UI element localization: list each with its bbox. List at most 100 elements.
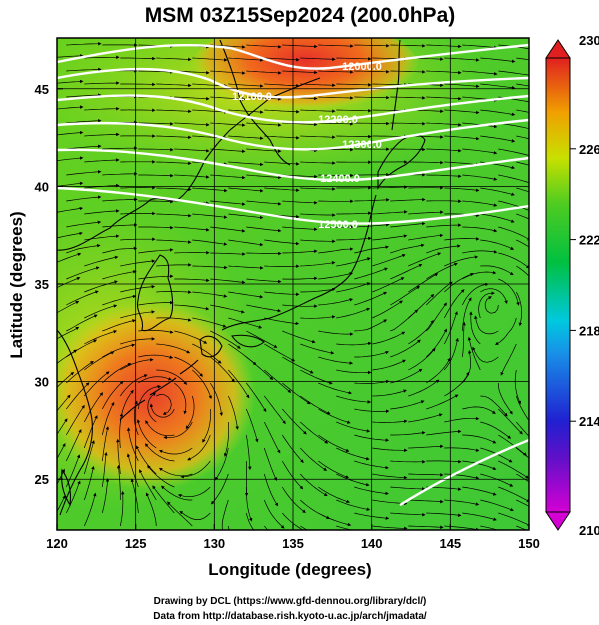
wind-streamline	[372, 300, 403, 319]
wind-streamline	[66, 119, 102, 124]
wind-streamline	[426, 328, 447, 358]
wind-streamline	[516, 213, 529, 220]
wind-streamline	[498, 486, 529, 503]
height-contour-line	[57, 43, 529, 70]
wind-streamline	[318, 96, 354, 100]
wind-streamline	[120, 82, 156, 87]
wind-streamline	[426, 122, 462, 127]
wind-streamline	[138, 173, 174, 178]
wind-streamline	[372, 389, 407, 397]
wind-streamline	[336, 282, 371, 293]
wind-streamline	[246, 382, 267, 413]
wind-streamline	[354, 350, 390, 358]
wind-streamline	[300, 447, 328, 471]
wind-streamline	[462, 270, 497, 280]
wind-streamline	[245, 434, 252, 471]
wind-streamline	[156, 135, 192, 140]
wind-streamline	[318, 173, 354, 178]
wind-streamline	[246, 356, 274, 380]
wind-streamline	[480, 187, 515, 196]
wind-streamline	[246, 330, 278, 348]
wind-streamline	[156, 290, 192, 294]
y-tick-label: 25	[35, 472, 49, 487]
wind-streamline	[66, 220, 102, 228]
coastline-china-coast	[57, 77, 321, 251]
wind-streamline	[102, 270, 137, 280]
wind-streamline	[192, 187, 228, 193]
wind-streamline	[210, 278, 246, 284]
coastline-japan-shikoku	[231, 334, 265, 348]
wind-streamline	[354, 486, 389, 496]
wind-streamline	[138, 300, 174, 306]
wind-streamline	[144, 443, 175, 462]
colorbar: 210 214 218 222 226 230	[545, 33, 599, 538]
wind-streamline	[83, 392, 104, 423]
wind-streamline	[426, 244, 461, 254]
x-axis-ticks: 120 125 130 135 140 145 150	[46, 524, 540, 551]
wind-streamline	[245, 486, 253, 522]
wind-streamline	[263, 421, 281, 454]
wind-streamline	[57, 394, 71, 412]
wind-streamline	[228, 291, 264, 299]
wind-streamline	[264, 135, 300, 140]
wind-streamline	[408, 413, 443, 423]
wind-streamline	[354, 95, 390, 100]
wind-streamline	[318, 486, 350, 504]
wind-streamline	[336, 57, 372, 61]
wind-streamline	[66, 144, 102, 150]
wind-streamline	[65, 480, 81, 514]
wind-streamline	[120, 337, 156, 345]
height-contour-line	[57, 148, 529, 182]
wind-streamline	[372, 254, 406, 267]
wind-streamline	[408, 525, 444, 529]
wind-streamline	[354, 408, 390, 413]
wind-streamline	[101, 380, 124, 410]
wind-streamline	[444, 447, 480, 452]
wind-streamline	[480, 499, 514, 512]
wind-streamline	[534, 357, 538, 390]
wind-streamline	[246, 44, 282, 49]
colorbar-tick-label: 230	[579, 33, 599, 48]
wind-streamline	[282, 434, 304, 463]
wind-streamline	[133, 400, 139, 436]
wind-streamline	[372, 419, 408, 424]
wind-streamline	[102, 146, 138, 150]
wind-streamline	[336, 341, 372, 346]
wind-streamline	[408, 499, 444, 504]
wind-streamline	[408, 319, 434, 345]
wind-streamline	[83, 415, 98, 449]
wind-streamline	[84, 106, 120, 111]
wind-streamline	[480, 239, 515, 250]
wind-streamline	[264, 317, 300, 326]
wind-streamline	[462, 486, 497, 496]
wind-streamline	[354, 121, 390, 126]
wind-streamline	[390, 197, 426, 202]
lat-lon-grid	[57, 38, 529, 530]
wind-streamline	[126, 453, 139, 488]
wind-streamline	[390, 44, 426, 48]
wind-streamline	[516, 83, 529, 87]
wind-streamline	[263, 499, 285, 529]
wind-streamline	[174, 382, 187, 415]
x-tick-label: 125	[125, 536, 147, 551]
wind-streamline	[300, 239, 336, 244]
wind-streamline	[390, 400, 425, 410]
wind-streamline	[174, 330, 208, 344]
wind-streamline	[57, 206, 84, 213]
wind-streamline	[83, 492, 97, 527]
wind-streamline	[444, 337, 459, 371]
wind-streamline	[426, 44, 462, 49]
wind-streamline	[426, 70, 462, 75]
wind-streamline	[498, 70, 529, 76]
wind-streamline	[354, 44, 390, 48]
wind-streamline	[246, 174, 282, 180]
wind-streamline	[66, 170, 102, 176]
wind-streamline	[246, 200, 282, 206]
wind-streamline	[210, 96, 246, 101]
wind-streamline	[443, 311, 458, 345]
wind-streamline	[57, 79, 84, 84]
wind-streamline	[156, 263, 192, 267]
wind-streamline	[516, 161, 529, 166]
wind-streamline	[516, 239, 529, 248]
colorbar-tick-label: 214	[579, 414, 599, 429]
